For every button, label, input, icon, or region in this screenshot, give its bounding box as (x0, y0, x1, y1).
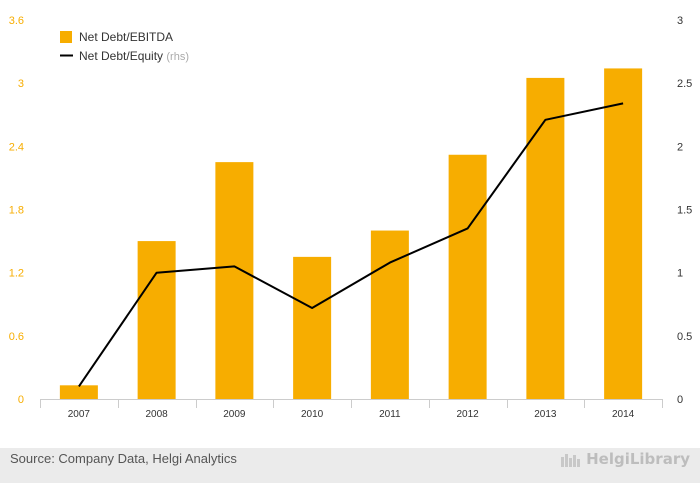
line-net-debt-equity (78, 102, 624, 387)
bar-net-debt-ebitda (137, 241, 176, 399)
y-right-tick-label: 1.5 (677, 205, 692, 217)
bar-net-debt-ebitda (370, 230, 409, 399)
y-left-tick-label: 2.4 (9, 141, 24, 153)
y-left-tick-label: 3 (18, 78, 24, 90)
source-note: Source: Company Data, Helgi Analytics (10, 451, 237, 466)
y-left-tick-label: 3.6 (9, 15, 24, 27)
x-tick-label: 2012 (457, 409, 480, 420)
brand-logo: HelgiLibrary (560, 450, 690, 468)
chart-container: 0 0.6 1.2 1.8 2.4 3 3.6 0 0.5 1 1.5 2 2.5 3 2007 2008 20… (9, 15, 693, 420)
bar-net-debt-ebitda (448, 154, 487, 399)
x-tick-label: 2014 (612, 409, 635, 420)
bar-net-debt-ebitda (526, 77, 565, 400)
y-left-tick-label: 1.8 (9, 205, 24, 217)
x-tick-label: 2007 (68, 409, 91, 420)
y-right-tick-label: 2 (677, 141, 683, 153)
legend-label-line: Net Debt/Equity (rhs) (79, 49, 189, 63)
bar-net-debt-ebitda (215, 162, 254, 399)
y-left-tick-label: 0 (18, 394, 24, 406)
footer: Source: Company Data, Helgi Analytics He… (0, 448, 700, 483)
combo-chart: 0 0.6 1.2 1.8 2.4 3 3.6 0 0.5 1 1.5 2 2.5 3 2007 2008 20… (9, 15, 693, 420)
y-right-tick-label: 1 (677, 268, 683, 280)
y-right-tick-label: 2.5 (677, 78, 692, 90)
y-left-tick-label: 1.2 (9, 268, 24, 280)
x-tick-label: 2010 (301, 409, 324, 420)
bar-net-debt-ebitda (59, 385, 98, 399)
brand-name: HelgiLibrary (586, 450, 690, 468)
x-tick-label: 2009 (223, 409, 246, 420)
y-right-tick-label: 0 (677, 394, 683, 406)
legend-swatch-bar (60, 31, 72, 43)
legend-label-bar: Net Debt/EBITDA (79, 30, 173, 44)
y-right-tick-label: 3 (677, 15, 683, 27)
bar-net-debt-ebitda (293, 256, 332, 399)
y-left-tick-label: 0.6 (9, 331, 24, 343)
y-right-tick-label: 0.5 (677, 331, 692, 343)
library-icon (561, 453, 581, 467)
x-tick-label: 2011 (379, 409, 401, 420)
x-tick-label: 2008 (146, 409, 169, 420)
bar-net-debt-ebitda (604, 68, 643, 399)
legend-label-suffix: (rhs) (166, 51, 189, 63)
x-tick-label: 2013 (534, 409, 557, 420)
